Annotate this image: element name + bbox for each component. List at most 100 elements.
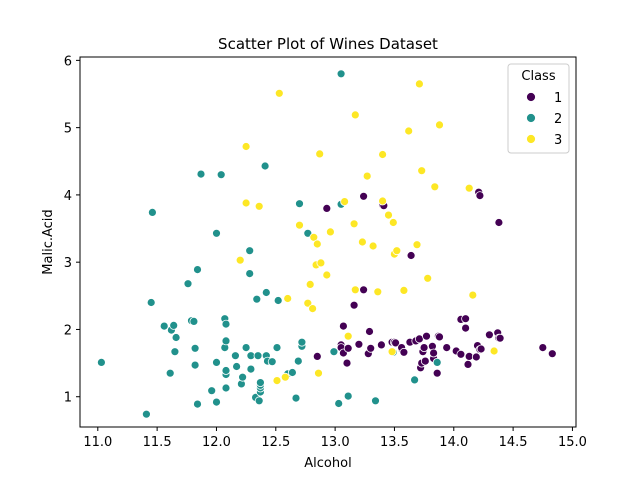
scatter-point-class-1 xyxy=(342,358,352,368)
scatter-point-class-2 xyxy=(165,368,175,378)
scatter-point-class-2 xyxy=(212,357,221,367)
scatter-point-class-1 xyxy=(359,285,369,295)
scatter-point-class-3 xyxy=(430,182,440,192)
scatter-point-class-3 xyxy=(340,197,350,207)
x-tick-label: 11.5 xyxy=(143,435,172,450)
scatter-point-class-1 xyxy=(343,343,353,353)
scatter-point-class-2 xyxy=(193,399,202,409)
x-axis-label: Alcohol xyxy=(304,456,351,471)
plot-area xyxy=(79,56,577,428)
scatter-point-class-3 xyxy=(368,241,378,251)
scatter-point-class-1 xyxy=(419,343,429,353)
scatter-point-class-2 xyxy=(159,321,169,331)
chart-title: Scatter Plot of Wines Dataset xyxy=(218,35,438,53)
scatter-point-class-2 xyxy=(147,207,157,217)
scatter-point-class-3 xyxy=(305,279,315,289)
scatter-point-class-1 xyxy=(484,330,494,340)
scatter-point-class-3 xyxy=(254,201,264,211)
legend: Class 1 2 3 xyxy=(507,63,570,154)
scatter-point-class-2 xyxy=(190,360,200,370)
scatter-point-class-2 xyxy=(245,246,255,256)
scatter-point-class-1 xyxy=(338,321,348,331)
scatter-point-class-3 xyxy=(308,304,318,314)
scatter-point-class-1 xyxy=(538,343,548,353)
y-tick-label: 6 xyxy=(64,54,72,69)
scatter-point-class-3 xyxy=(325,227,335,237)
scatter-point-class-3 xyxy=(404,126,414,136)
scatter-point-class-2 xyxy=(146,298,156,307)
scatter-point-class-2 xyxy=(212,228,221,238)
y-axis-label: Malic.Acid xyxy=(41,209,56,274)
legend-marker-class-3 xyxy=(526,134,536,144)
scatter-point-class-2 xyxy=(287,368,297,377)
scatter-point-class-1 xyxy=(547,349,557,359)
scatter-point-class-3 xyxy=(387,347,397,357)
scatter-point-class-3 xyxy=(357,237,367,247)
scatter-point-class-2 xyxy=(238,372,248,382)
scatter-point-class-2 xyxy=(190,343,200,353)
scatter-point-class-1 xyxy=(322,203,332,213)
scatter-point-class-2 xyxy=(171,333,181,342)
scatter-point-class-3 xyxy=(489,346,499,356)
x-tick-label: 14.0 xyxy=(439,435,468,450)
scatter-point-class-1 xyxy=(399,347,409,357)
scatter-point-class-1 xyxy=(359,191,369,201)
scatter-point-class-1 xyxy=(391,338,401,348)
scatter-point-class-3 xyxy=(303,298,313,308)
scatter-point-class-2 xyxy=(343,391,353,401)
scatter-point-class-2 xyxy=(410,375,420,385)
scatter-point-class-3 xyxy=(283,294,293,303)
scatter-point-class-3 xyxy=(309,232,319,242)
scatter-point-class-2 xyxy=(230,351,240,361)
x-tick-label: 12.5 xyxy=(261,435,290,450)
scatter-point-class-3 xyxy=(350,285,360,295)
scatter-point-class-2 xyxy=(245,269,255,279)
scatter-point-class-3 xyxy=(295,220,304,230)
legend-box xyxy=(507,63,570,154)
scatter-point-class-3 xyxy=(350,110,360,120)
y-axis: 1 2 3 4 5 6 xyxy=(64,54,80,406)
scatter-point-class-1 xyxy=(420,356,430,366)
scatter-point-class-1 xyxy=(406,251,416,260)
y-tick-label: 5 xyxy=(64,122,72,137)
scatter-point-class-3 xyxy=(414,79,424,89)
scatter-point-class-3 xyxy=(272,376,282,386)
legend-title: Class xyxy=(521,69,555,84)
scatter-point-class-3 xyxy=(322,270,332,280)
scatter-point-class-2 xyxy=(272,343,282,353)
scatter-point-class-2 xyxy=(329,347,339,357)
scatter-point-class-2 xyxy=(371,396,380,406)
scatter-point-class-3 xyxy=(468,290,478,300)
scatter-point-class-1 xyxy=(461,323,471,333)
scatter-point-class-1 xyxy=(442,343,452,353)
scatter-point-class-1 xyxy=(422,331,431,341)
scatter-point-class-2 xyxy=(196,169,206,179)
scatter-point-class-3 xyxy=(241,198,251,208)
legend-label-class-3: 3 xyxy=(554,133,562,148)
scatter-point-class-2 xyxy=(252,294,262,304)
scatter-point-class-2 xyxy=(273,296,283,305)
scatter-point-class-3 xyxy=(314,368,323,378)
scatter-point-class-2 xyxy=(334,399,344,408)
scatter-point-class-2 xyxy=(297,337,307,347)
x-tick-label: 12.0 xyxy=(202,435,231,450)
scatter-point-class-3 xyxy=(384,210,393,220)
scatter-point-class-2 xyxy=(303,228,313,238)
scatter-point-class-1 xyxy=(435,332,444,342)
x-tick-label: 15.0 xyxy=(558,435,587,450)
data-points xyxy=(97,69,557,419)
scatter-point-class-3 xyxy=(464,183,474,193)
legend-label-class-2: 2 xyxy=(554,112,562,127)
scatter-point-class-3 xyxy=(241,142,251,151)
scatter-point-class-1 xyxy=(365,327,374,336)
scatter-point-class-3 xyxy=(315,149,325,159)
scatter-point-class-3 xyxy=(392,246,402,256)
scatter-point-class-2 xyxy=(432,357,442,367)
scatter-point-class-2 xyxy=(267,357,277,367)
scatter-point-class-2 xyxy=(241,343,251,353)
scatter-point-class-3 xyxy=(316,258,326,268)
scatter-point-class-1 xyxy=(312,351,322,361)
scatter-point-class-2 xyxy=(189,316,199,326)
scatter-point-class-2 xyxy=(216,170,226,180)
